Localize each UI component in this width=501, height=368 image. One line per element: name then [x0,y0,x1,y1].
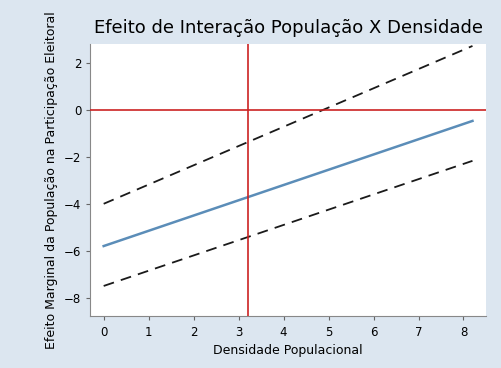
Y-axis label: Efeito Marginal da População na Participação Eleitoral: Efeito Marginal da População na Particip… [45,11,58,349]
X-axis label: Densidade Populacional: Densidade Populacional [213,344,363,357]
Title: Efeito de Interação População X Densidade: Efeito de Interação População X Densidad… [94,19,482,37]
